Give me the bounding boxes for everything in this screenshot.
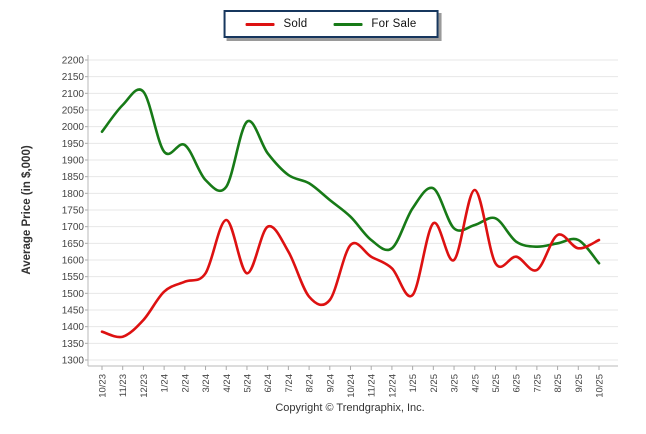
x-tick-label: 3/25 — [450, 374, 461, 393]
x-tick-label: 4/24 — [222, 374, 233, 393]
sold-series-line — [100, 188, 601, 339]
x-tick-label: 12/24 — [387, 374, 398, 398]
y-tick-label: 1350 — [62, 339, 85, 350]
y-tick-label: 1900 — [62, 156, 85, 167]
chart-legend: Sold For Sale — [223, 10, 439, 38]
legend-label-for-sale: For Sale — [371, 18, 417, 30]
x-tick-label: 9/24 — [325, 374, 336, 393]
x-tick-label: 8/24 — [305, 374, 316, 393]
x-tick-label: 2/25 — [429, 374, 440, 393]
x-tick-label: 3/24 — [201, 374, 212, 393]
x-tick-label: 1/25 — [408, 374, 419, 393]
for-sale-series-line — [100, 88, 601, 265]
x-tick-label: 2/24 — [180, 374, 191, 393]
x-tick-label: 5/25 — [491, 374, 502, 393]
x-tick-label: 10/23 — [98, 374, 109, 398]
x-tick-label: 4/25 — [470, 374, 481, 393]
x-tick-label: 8/25 — [553, 374, 564, 393]
y-tick-label: 1650 — [62, 239, 85, 250]
y-tick-label: 2150 — [62, 72, 85, 83]
legend-item-sold: Sold — [245, 18, 308, 30]
y-tick-label: 1450 — [62, 306, 85, 317]
x-tick-label: 1/24 — [160, 374, 171, 393]
sold-line-swatch — [245, 22, 275, 26]
y-tick-label: 1850 — [62, 172, 85, 183]
x-tick-label: 11/24 — [367, 374, 378, 397]
x-tick-label: 7/25 — [532, 374, 543, 393]
x-tick-label: 7/24 — [284, 374, 295, 393]
x-tick-label: 12/23 — [139, 374, 150, 398]
x-tick-label: 10/24 — [346, 374, 357, 398]
copyright-text: Copyright © Trendgraphix, Inc. — [275, 402, 425, 414]
for-sale-line-swatch — [333, 22, 363, 26]
y-tick-label: 1550 — [62, 272, 85, 283]
x-tick-label: 5/24 — [242, 374, 253, 393]
y-tick-label: 1750 — [62, 206, 85, 217]
y-tick-label: 1600 — [62, 256, 85, 267]
x-tick-label: 6/25 — [512, 374, 523, 393]
x-tick-label: 6/24 — [263, 374, 274, 393]
y-tick-label: 2200 — [62, 56, 85, 67]
y-tick-label: 1950 — [62, 139, 85, 150]
x-tick-label: 10/25 — [595, 374, 606, 398]
y-tick-label: 1700 — [62, 222, 85, 233]
y-tick-label: 2100 — [62, 89, 85, 100]
y-tick-label: 2000 — [62, 122, 85, 133]
legend-label-sold: Sold — [283, 18, 308, 30]
x-tick-label: 11/23 — [118, 374, 129, 397]
y-tick-label: 1500 — [62, 289, 85, 300]
x-tick-label: 9/25 — [574, 374, 585, 393]
y-tick-label: 1400 — [62, 322, 85, 333]
y-tick-label: 1300 — [62, 356, 85, 367]
y-tick-label: 2050 — [62, 106, 85, 117]
legend-item-for-sale: For Sale — [333, 18, 416, 30]
y-tick-label: 1800 — [62, 189, 85, 200]
